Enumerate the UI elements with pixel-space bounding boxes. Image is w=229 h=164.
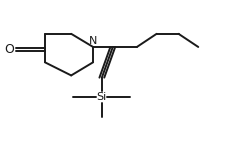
Text: Si: Si — [96, 92, 106, 102]
Text: O: O — [4, 43, 14, 56]
Text: N: N — [89, 36, 97, 46]
